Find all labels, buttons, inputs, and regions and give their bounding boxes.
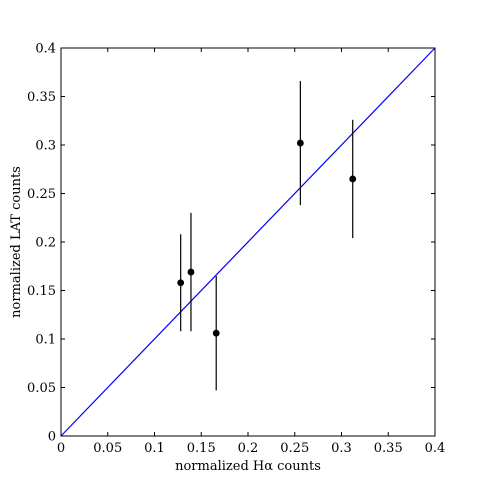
x-tick-label: 0.25 <box>280 441 309 456</box>
y-tick-label: 0.35 <box>27 90 56 105</box>
y-tick-label: 0.1 <box>35 333 56 348</box>
data-point-5 <box>349 175 357 183</box>
x-tick-label: 0.1 <box>144 441 165 456</box>
x-tick-label: 0.3 <box>331 441 352 456</box>
y-tick-label: 0.25 <box>27 187 56 202</box>
y-tick-label: 0.4 <box>35 42 56 57</box>
data-point-2 <box>187 268 195 276</box>
x-tick-label: 0.15 <box>187 441 216 456</box>
x-tick-label: 0.05 <box>93 441 122 456</box>
y-tick-label: 0.3 <box>35 139 56 154</box>
reference-line <box>60 47 436 437</box>
data-point-1 <box>177 279 185 287</box>
y-tick-label: 0.2 <box>35 236 56 251</box>
x-tick-labels: 0 0.05 0.1 0.15 0.2 0.25 0.3 0.35 0.4 <box>57 441 445 456</box>
data-point-4 <box>296 139 304 147</box>
y-axis-label: normalized LAT counts <box>9 166 24 318</box>
x-tick-label: 0.35 <box>374 441 403 456</box>
x-tick-label: 0 <box>57 441 65 456</box>
plot-frame <box>60 47 436 437</box>
y-tick-label: 0 <box>48 430 56 445</box>
x-tick-label: 0.2 <box>238 441 259 456</box>
y-tick-label: 0.15 <box>27 284 56 299</box>
data-point-3 <box>212 329 220 337</box>
lines-layer <box>60 47 436 437</box>
points-layer <box>177 139 357 337</box>
y-tick-labels: 0 0.05 0.1 0.15 0.2 0.25 0.3 0.35 0.4 <box>27 42 56 445</box>
x-tick-label: 0.4 <box>425 441 446 456</box>
x-axis-label: normalized Hα counts <box>175 459 321 474</box>
y-tick-label: 0.05 <box>27 381 56 396</box>
